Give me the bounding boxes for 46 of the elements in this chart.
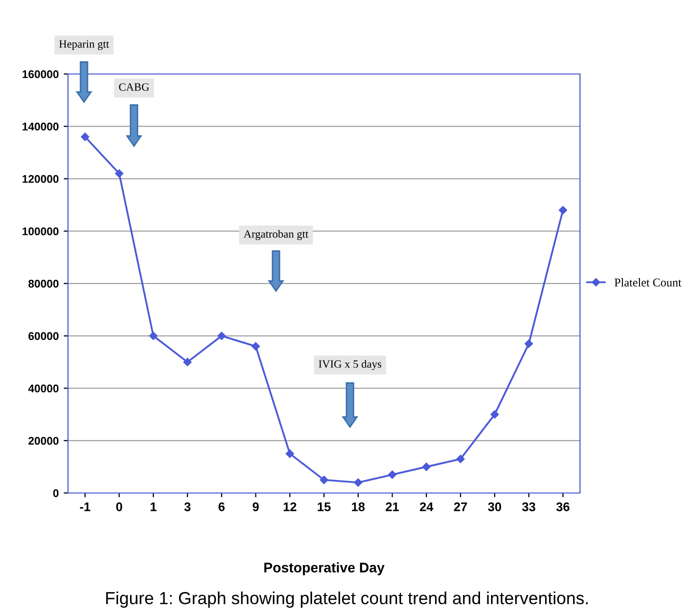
x-tick-label: 6 (218, 502, 225, 512)
y-tick-label: 0 (53, 489, 59, 498)
x-tick-label: 9 (252, 502, 259, 512)
point (320, 476, 328, 484)
x-axis-title: Postoperative Day (264, 562, 385, 576)
point (524, 340, 533, 348)
point (456, 454, 465, 464)
x-tick-label: 33 (522, 502, 536, 512)
y-tick-label: 100000 (22, 227, 59, 236)
y-tick-label: 140000 (22, 122, 59, 131)
point (183, 358, 192, 366)
annotation: CABG (119, 83, 150, 91)
x-tick-label: 15 (318, 502, 331, 512)
x-tick-label: 36 (556, 502, 570, 512)
y-tick-label: 160000 (22, 70, 59, 78)
point (388, 470, 396, 479)
point (80, 132, 90, 141)
x-tick-label: 27 (454, 502, 467, 512)
point (115, 169, 124, 178)
x-tick-label: 1 (150, 502, 156, 512)
x-tick-label: 12 (284, 502, 296, 512)
point (252, 342, 260, 350)
point (558, 206, 568, 214)
point (149, 332, 158, 340)
x-tick-label: 30 (488, 502, 502, 512)
x-tick-label: 18 (352, 502, 365, 512)
legend-label: Platelet Count (614, 278, 682, 286)
y-tick-label: 80000 (28, 280, 59, 288)
y-tick-label: 20000 (28, 436, 59, 445)
annotation: IVIG x 5 days (318, 360, 382, 370)
point (422, 462, 431, 471)
y-tick-label: 60000 (28, 332, 59, 340)
point (217, 332, 226, 340)
x-tick-label: 21 (386, 502, 399, 512)
point (490, 410, 499, 419)
point (354, 478, 362, 487)
y-tick-label: 120000 (22, 175, 59, 183)
annotation: Argatroban gtt (244, 230, 308, 240)
x-tick-label: 24 (420, 502, 434, 512)
text: Heparin gtt (59, 40, 110, 50)
point (286, 450, 294, 458)
x-tick-label: -1 (80, 502, 90, 512)
caption: Figure 1: Graph showing platelet count trend and interventions. (106, 592, 588, 608)
y-tick-label: 40000 (28, 384, 59, 392)
x-tick-label: 0 (116, 502, 122, 512)
x-tick-label: 3 (184, 502, 190, 512)
